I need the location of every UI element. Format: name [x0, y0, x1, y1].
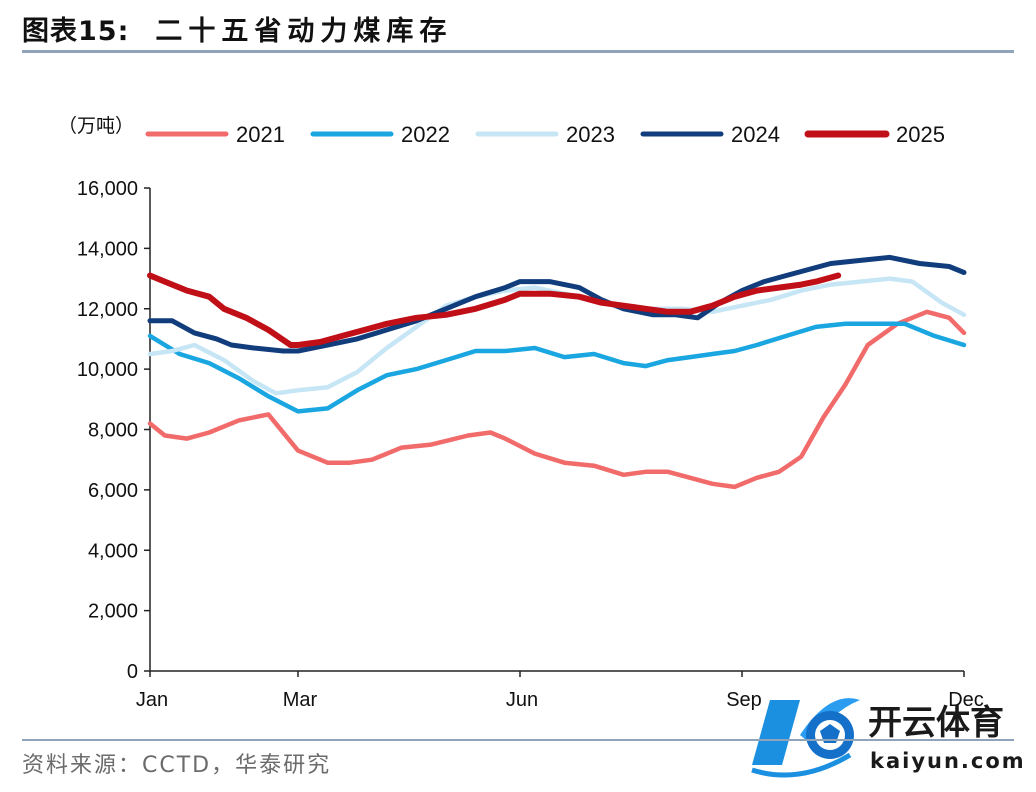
chart-legend: 2021 2022 2023 2024 2025 [145, 122, 945, 147]
watermark-brand: 开云体育 [868, 703, 1004, 743]
series-line-2025 [147, 272, 842, 348]
y-tick-label: 12,000 [77, 299, 138, 321]
legend-item-2022: 2022 [310, 122, 450, 147]
series-line-2022 [147, 321, 967, 414]
figure-header: 图表15: 二十五省动力煤库存 [22, 8, 452, 48]
y-unit-label: （万吨） [58, 115, 134, 137]
chart-axes: 0 2,000 4,000 6,000 8,000 10,000 12,000 14,000 1… [77, 178, 984, 711]
legend-item-2025: 2025 [804, 122, 945, 147]
legend-item-2023: 2023 [475, 122, 615, 147]
legend-label: 2021 [236, 122, 285, 147]
series-line-2021 [147, 309, 967, 490]
y-tick-label: 6,000 [88, 480, 138, 502]
x-tick-label: Jun [506, 689, 538, 711]
y-tick-label: 14,000 [77, 238, 138, 260]
y-tick-label: 8,000 [88, 420, 138, 442]
top-divider [22, 50, 1014, 53]
y-tick-label: 4,000 [88, 540, 138, 562]
figure-number: 图表15: [22, 15, 130, 47]
y-tick-label: 16,000 [77, 178, 138, 200]
legend-item-2021: 2021 [145, 122, 285, 147]
x-tick-label: Sep [726, 689, 762, 711]
y-tick-label: 10,000 [77, 359, 138, 381]
legend-label: 2022 [401, 122, 450, 147]
bottom-divider [22, 739, 1014, 741]
series-line-2023 [147, 276, 967, 396]
legend-label: 2025 [896, 122, 945, 147]
legend-label: 2023 [566, 122, 615, 147]
x-tick-label: Jan [136, 689, 168, 711]
watermark-url: kaiyun.com [870, 749, 1026, 773]
legend-item-2024: 2024 [640, 122, 780, 147]
x-tick-label: Mar [283, 689, 318, 711]
series-line-2024 [147, 254, 967, 354]
source-note: 资料来源：CCTD，华泰研究 [22, 753, 332, 778]
y-tick-label: 0 [127, 661, 138, 683]
x-tick-label: Dec [948, 689, 984, 711]
watermark-logo-icon [751, 698, 860, 778]
chart-series [147, 254, 967, 490]
watermark: 开云体育 kaiyun.com [751, 698, 1026, 778]
legend-label: 2024 [731, 122, 780, 147]
y-tick-label: 2,000 [88, 601, 138, 623]
figure-title: 二十五省动力煤库存 [155, 15, 453, 47]
